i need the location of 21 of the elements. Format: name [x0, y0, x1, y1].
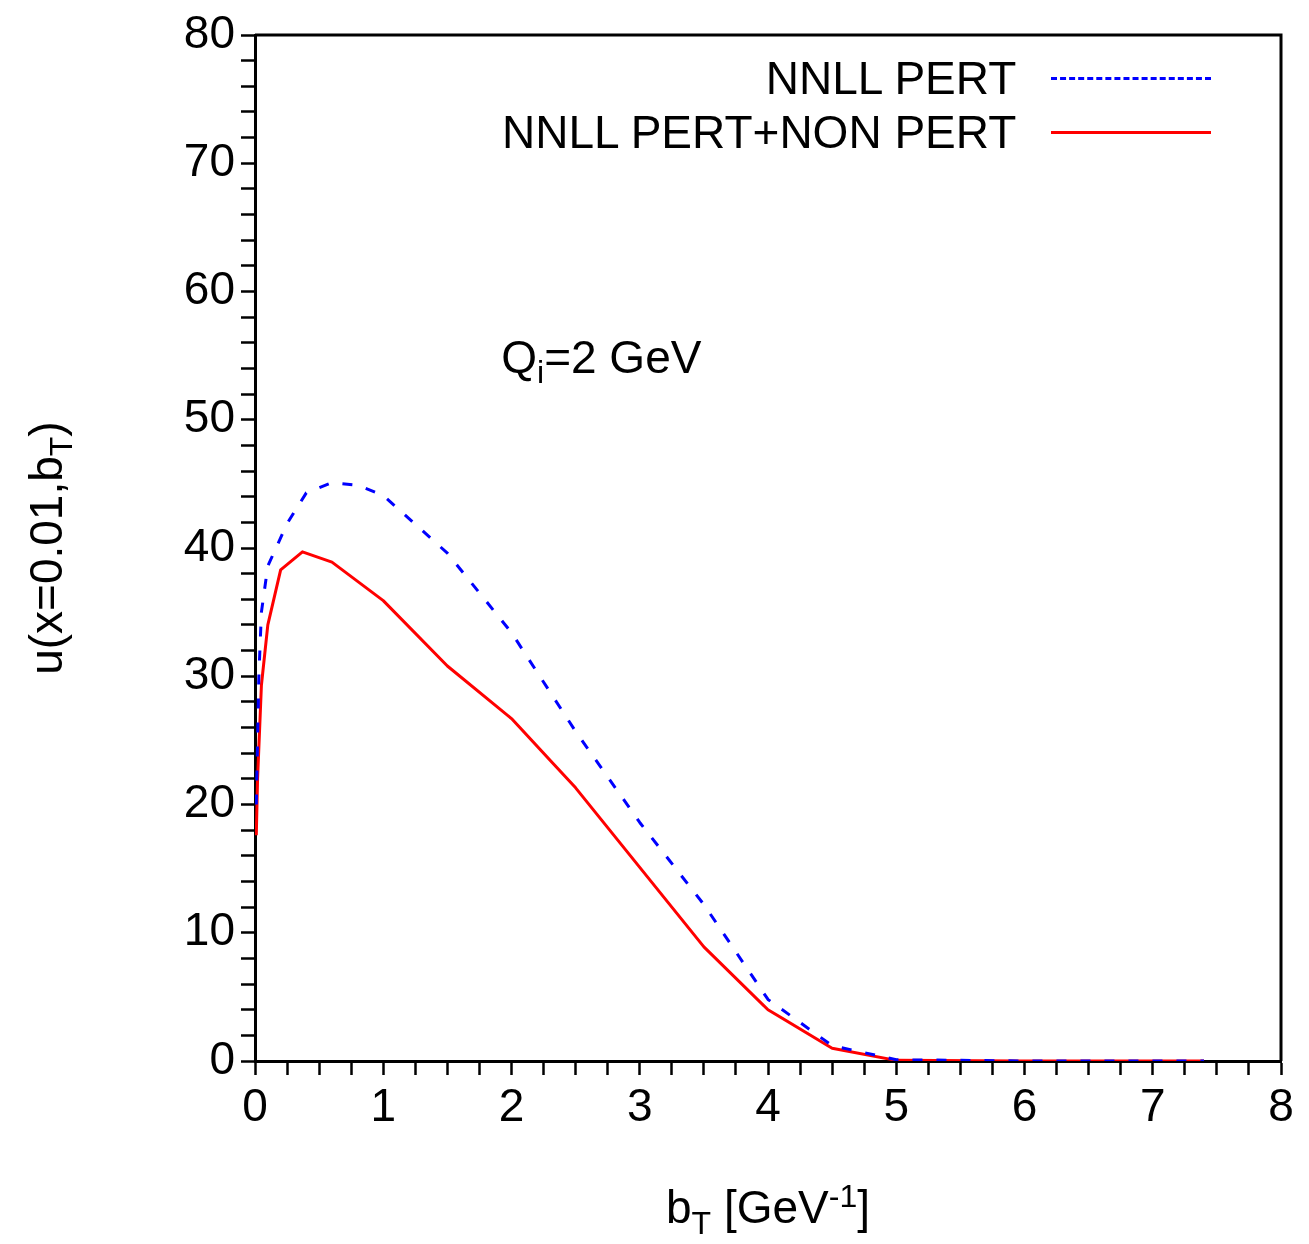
y-tick-label: 50	[183, 390, 235, 443]
x-tick-label: 0	[242, 1079, 268, 1132]
x-tick-label: 8	[1268, 1079, 1294, 1132]
y-tick-label: 0	[209, 1031, 235, 1084]
y-tick-label: 30	[183, 646, 235, 699]
x-tick-label: 4	[755, 1079, 781, 1132]
y-tick-label: 40	[183, 518, 235, 571]
y-tick-label: 60	[183, 262, 235, 315]
y-tick-label: 80	[183, 5, 235, 58]
legend-label: NNLL PERT	[764, 52, 1017, 104]
x-tick-label: 6	[1011, 1079, 1038, 1132]
x-tick-label: 2	[498, 1079, 525, 1132]
x-tick-label: 7	[1139, 1079, 1166, 1132]
y-tick-label: 70	[183, 133, 235, 186]
x-axis-title: b$_{T}$ [GeV$^{-1}$]	[666, 1178, 870, 1241]
x-tick-label: 5	[883, 1079, 910, 1132]
legend-label: NNLL PERT+NON PERT	[502, 106, 1017, 158]
x-tick-label: 3	[626, 1079, 653, 1132]
y-tick-label: 20	[183, 775, 235, 828]
y-tick-label: 10	[183, 903, 235, 956]
x-tick-label: 1	[370, 1079, 397, 1132]
